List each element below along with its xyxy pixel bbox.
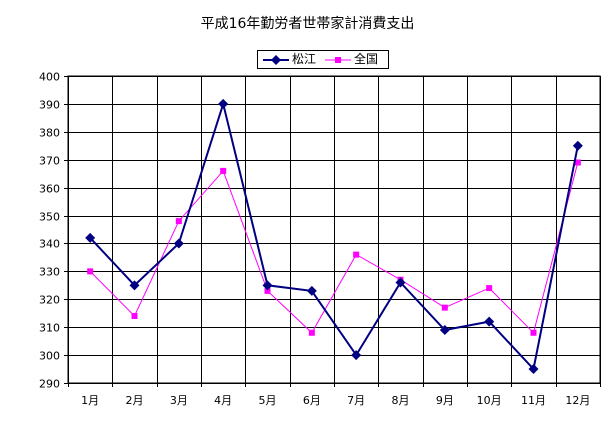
y-tick-label: 300 [39, 350, 60, 363]
legend-label-national: 全国 [354, 52, 379, 66]
x-tick-label: 3月 [170, 394, 188, 407]
y-tick-label: 370 [39, 155, 60, 168]
x-tick-label: 9月 [436, 394, 454, 407]
x-tick-label: 7月 [347, 394, 365, 407]
data-point-national [486, 285, 493, 292]
y-tick-label: 310 [39, 322, 60, 335]
data-point-matsue [173, 238, 184, 249]
series-line-matsue [89, 100, 579, 372]
y-tick-label: 400 [39, 71, 60, 84]
x-tick-label: 4月 [214, 394, 232, 407]
x-tick-label: 11月 [521, 394, 546, 407]
data-point-matsue [262, 280, 273, 291]
x-tick-label: 5月 [259, 394, 277, 407]
data-point-matsue [129, 280, 140, 291]
data-point-matsue [85, 232, 96, 243]
y-tick-label: 320 [39, 294, 60, 307]
legend-marker-diamond-icon [263, 55, 289, 65]
y-tick-label: 360 [39, 183, 60, 196]
data-point-national [308, 329, 315, 336]
data-point-national [353, 251, 360, 258]
legend-marker-square-icon [325, 57, 351, 63]
chart-legend: 松江 全国 [257, 50, 389, 69]
data-point-matsue [484, 316, 495, 327]
data-point-matsue [439, 324, 450, 335]
x-tick-label: 6月 [303, 394, 321, 407]
data-point-national [220, 167, 227, 174]
data-point-national [87, 268, 94, 275]
data-point-matsue [395, 277, 406, 288]
y-tick-label: 390 [39, 99, 60, 112]
series-line-national [89, 162, 579, 334]
data-point-national [574, 159, 581, 166]
y-tick-label: 380 [39, 127, 60, 140]
y-tick-label: 350 [39, 211, 60, 224]
data-point-national [131, 313, 138, 320]
x-tick-label: 2月 [126, 394, 144, 407]
data-point-matsue [218, 98, 229, 109]
x-tick-label: 10月 [477, 394, 502, 407]
data-point-matsue [528, 364, 539, 375]
y-tick-label: 340 [39, 238, 60, 251]
x-tick-label: 1月 [81, 394, 99, 407]
data-point-national [441, 304, 448, 311]
data-point-matsue [351, 350, 362, 361]
data-point-national [264, 287, 271, 294]
x-tick-label: 12月 [565, 394, 590, 407]
data-point-matsue [572, 140, 583, 151]
data-point-matsue [306, 285, 317, 296]
y-tick-label: 330 [39, 266, 60, 279]
chart-title: 平成16年勤労者世帯家計消費支出 [200, 16, 415, 32]
data-point-national [175, 218, 182, 225]
data-point-national [530, 329, 537, 336]
x-tick-label: 8月 [392, 394, 410, 407]
legend-label-matsue: 松江 [292, 52, 317, 66]
y-tick-label: 290 [39, 378, 60, 391]
